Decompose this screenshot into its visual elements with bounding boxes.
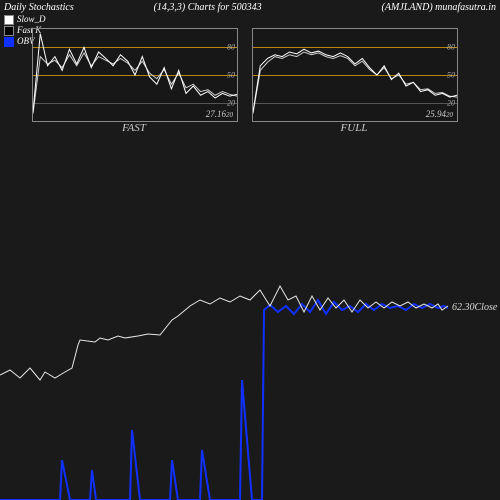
swatch-obv xyxy=(4,37,14,47)
swatch-slowd xyxy=(4,15,14,25)
close-label: 62.30Close xyxy=(452,302,497,313)
header-right: (AMJLAND) munafasutra.in xyxy=(382,2,496,13)
swatch-fastk xyxy=(4,26,14,36)
legend-item-slowd: Slow_D xyxy=(4,14,46,25)
panel-fast-title: FAST xyxy=(32,122,236,134)
main-chart xyxy=(0,150,500,500)
header-center: (14,3,3) Charts for 500343 xyxy=(34,2,382,13)
panel-full: 80502025.9420 xyxy=(252,28,458,122)
panel-full-title: FULL xyxy=(252,122,456,134)
panel-fast: 80502027.1620 xyxy=(32,28,238,122)
legend-label: Slow_D xyxy=(17,14,46,25)
close-value: 62.30 xyxy=(452,302,475,313)
close-text: Close xyxy=(475,302,498,313)
header-bar: Daily Stochastics (14,3,3) Charts for 50… xyxy=(4,2,496,13)
